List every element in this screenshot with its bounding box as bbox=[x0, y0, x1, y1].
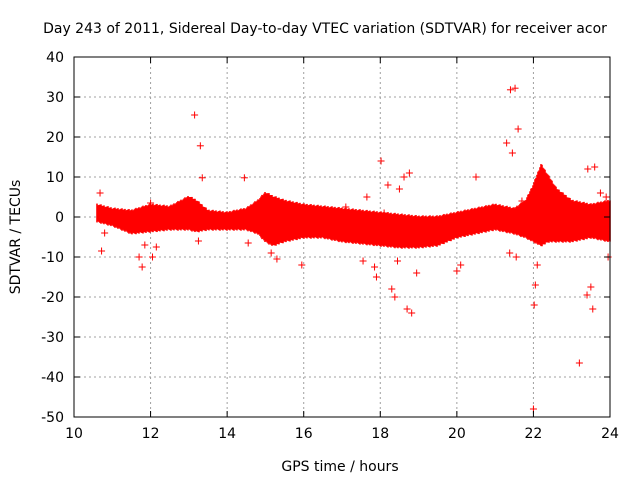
data-point bbox=[135, 253, 143, 261]
data-point bbox=[589, 305, 597, 313]
data-point bbox=[384, 181, 392, 189]
data-point bbox=[147, 199, 155, 207]
data-point bbox=[267, 249, 275, 257]
data-point bbox=[575, 359, 583, 367]
x-tick-label: 22 bbox=[525, 426, 543, 442]
y-tick-label: -10 bbox=[41, 250, 64, 266]
data-point bbox=[591, 163, 599, 171]
y-tick-label: -30 bbox=[41, 330, 64, 346]
data-point bbox=[503, 139, 511, 147]
data-point bbox=[457, 261, 465, 269]
axis-ticks bbox=[73, 56, 611, 418]
y-tick-label: -50 bbox=[41, 410, 64, 426]
data-point bbox=[472, 173, 480, 181]
data-point bbox=[587, 283, 595, 291]
data-point bbox=[511, 84, 519, 92]
data-point bbox=[596, 189, 604, 197]
data-point bbox=[359, 257, 367, 265]
data-point bbox=[148, 253, 156, 261]
data-point bbox=[413, 269, 421, 277]
data-point bbox=[244, 239, 252, 247]
y-axis-title: SDTVAR / TECUs bbox=[8, 180, 24, 295]
data-point bbox=[391, 293, 399, 301]
y-tick-label: 0 bbox=[55, 210, 64, 226]
data-point bbox=[191, 111, 199, 119]
data-point bbox=[453, 267, 461, 275]
y-tick-label: 20 bbox=[46, 130, 64, 146]
tick-labels: 10 12 14 16 18 20 22 24 -50 -40 -30 -20 -10 0 10 20 30 40 bbox=[41, 50, 619, 442]
data-point bbox=[395, 185, 403, 193]
data-point bbox=[512, 253, 520, 261]
x-tick-label: 20 bbox=[448, 426, 466, 442]
data-point bbox=[141, 241, 149, 249]
data-point bbox=[273, 255, 281, 263]
data-point bbox=[518, 197, 526, 205]
data-point bbox=[346, 211, 354, 219]
data-point bbox=[388, 285, 396, 293]
data-point bbox=[152, 243, 160, 251]
x-tick-label: 12 bbox=[142, 426, 160, 442]
data-point bbox=[602, 193, 610, 201]
data-point bbox=[405, 169, 413, 177]
data-point bbox=[194, 237, 202, 245]
x-tick-label: 24 bbox=[601, 426, 619, 442]
data-point bbox=[380, 209, 388, 217]
data-point bbox=[408, 309, 416, 317]
data-point bbox=[530, 301, 538, 309]
y-tick-label: 40 bbox=[46, 50, 64, 66]
data-point bbox=[138, 263, 146, 271]
data-point bbox=[514, 125, 522, 133]
data-point bbox=[506, 249, 514, 257]
x-axis-title: GPS time / hours bbox=[281, 459, 398, 475]
data-point bbox=[506, 86, 514, 94]
y-tick-label: 30 bbox=[46, 90, 64, 106]
y-tick-label: 10 bbox=[46, 170, 64, 186]
data-point bbox=[198, 174, 206, 182]
data-point bbox=[96, 189, 104, 197]
chart-title: Day 243 of 2011, Sidereal Day-to-day VTE… bbox=[43, 21, 607, 37]
data-point bbox=[394, 257, 402, 265]
y-tick-label: -40 bbox=[41, 370, 64, 386]
data-point bbox=[400, 173, 408, 181]
x-tick-label: 16 bbox=[295, 426, 313, 442]
data-point bbox=[298, 261, 306, 269]
data-point bbox=[584, 165, 592, 173]
data-point bbox=[531, 281, 539, 289]
data-point bbox=[377, 157, 385, 165]
x-tick-label: 14 bbox=[218, 426, 236, 442]
data-point bbox=[363, 193, 371, 201]
plot-frame bbox=[73, 56, 611, 418]
x-tick-label: 10 bbox=[65, 426, 83, 442]
data-point bbox=[533, 261, 541, 269]
sdtvar-band bbox=[96, 164, 611, 249]
data-point bbox=[101, 229, 109, 237]
data-point bbox=[98, 247, 106, 255]
data-point bbox=[583, 291, 591, 299]
data-point bbox=[196, 142, 204, 150]
sdtvar-points bbox=[96, 84, 612, 413]
x-tick-label: 18 bbox=[371, 426, 389, 442]
data-point bbox=[508, 149, 516, 157]
data-point bbox=[240, 174, 248, 182]
data-point bbox=[372, 273, 380, 281]
data-point bbox=[371, 263, 379, 271]
data-point bbox=[342, 203, 350, 211]
y-tick-label: -20 bbox=[41, 290, 64, 306]
data-point bbox=[403, 305, 411, 313]
